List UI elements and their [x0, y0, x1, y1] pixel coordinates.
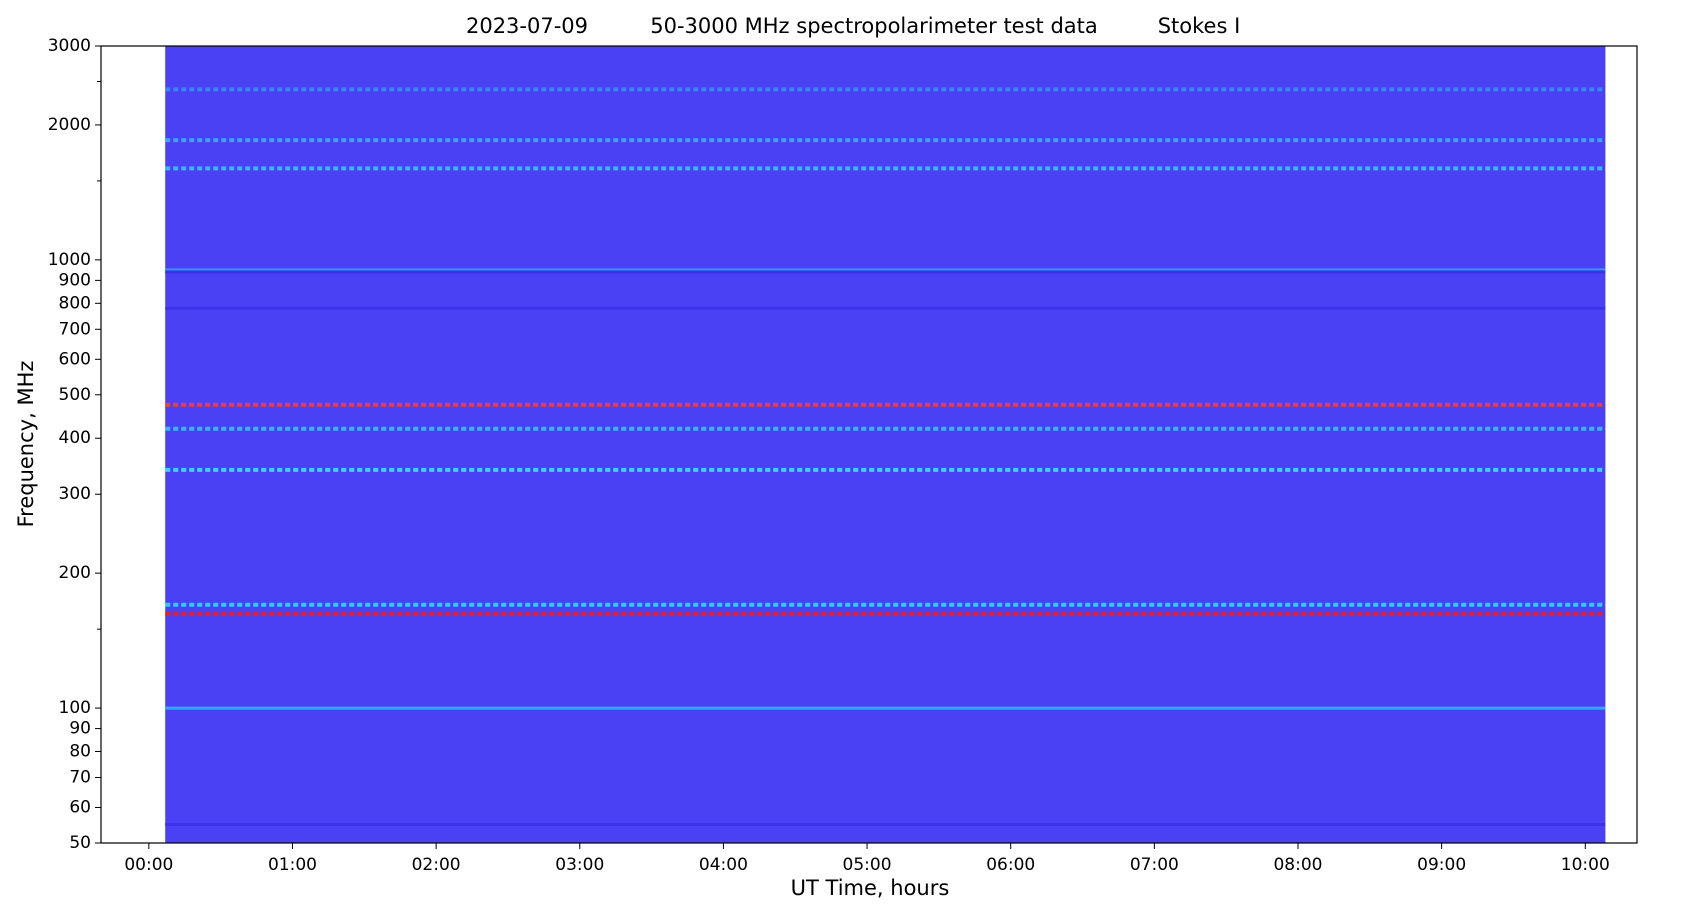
- spectrogram-image: [165, 46, 1606, 843]
- x-axis-label: UT Time, hours: [791, 876, 950, 900]
- x-tick-label: 06:00: [986, 855, 1035, 875]
- x-tick-label: 00:00: [124, 855, 173, 875]
- x-tick-label: 08:00: [1273, 855, 1322, 875]
- y-tick-label: 100: [59, 698, 91, 718]
- y-tick-label: 80: [69, 742, 91, 762]
- y-tick-label: 60: [69, 798, 91, 818]
- y-tick-label: 3000: [48, 36, 91, 56]
- y-tick-label: 1000: [48, 250, 91, 270]
- chart-title-date: 2023-07-09: [466, 14, 588, 38]
- x-tick-label: 04:00: [699, 855, 748, 875]
- y-tick-label: 90: [69, 719, 91, 739]
- chart-title-stokes: Stokes I: [1158, 14, 1241, 38]
- x-tick-label: 01:00: [268, 855, 317, 875]
- plot-frame: [100, 45, 1638, 844]
- x-tick-label: 02:00: [412, 855, 461, 875]
- y-axis-label: Frequency, MHz: [14, 361, 38, 528]
- y-tick-label: 500: [59, 385, 91, 405]
- x-tick-label: 09:00: [1417, 855, 1466, 875]
- y-tick-label: 600: [59, 349, 91, 369]
- y-tick-label: 70: [69, 768, 91, 788]
- x-tick-label: 03:00: [555, 855, 604, 875]
- y-tick-label: 400: [59, 428, 91, 448]
- y-tick-label: 800: [59, 293, 91, 313]
- y-tick-label: 700: [59, 319, 91, 339]
- y-tick-label: 200: [59, 563, 91, 583]
- x-tick-label: 05:00: [843, 855, 892, 875]
- y-tick-label: 2000: [48, 115, 91, 135]
- chart-title: 50-3000 MHz spectropolarimeter test data: [650, 14, 1098, 38]
- y-tick-label: 900: [59, 270, 91, 290]
- x-tick-label: 10:00: [1561, 855, 1610, 875]
- y-tick-label: 50: [69, 833, 91, 853]
- x-tick-label: 07:00: [1130, 855, 1179, 875]
- y-tick-label: 300: [59, 484, 91, 504]
